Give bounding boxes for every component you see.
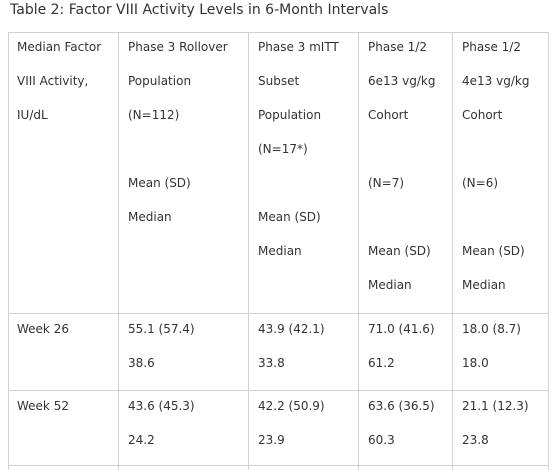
cell-text: 21.1 (12.3) <box>462 399 529 413</box>
table-title: Table 2: Factor VIII Activity Levels in … <box>10 2 389 18</box>
cell-text: 18.0 <box>462 356 489 370</box>
cell-text: 61.2 <box>368 356 395 370</box>
cell-text: 23.9 <box>258 433 285 447</box>
table-border <box>8 390 549 391</box>
header-text: Phase 1/2 <box>462 40 521 54</box>
header-text: 6e13 vg/kg <box>368 74 436 88</box>
cell-text: 63.6 (36.5) <box>368 399 435 413</box>
header-text: Population <box>258 108 322 122</box>
header-text: Median <box>258 244 302 258</box>
header-text: Cohort <box>368 108 409 122</box>
header-text: Mean (SD) <box>128 176 191 190</box>
cell-text: 18.0 (8.7) <box>462 322 521 336</box>
cell-text: 43.9 (42.1) <box>258 322 325 336</box>
header-text: Median Factor <box>17 40 102 54</box>
header-text: (N=17*) <box>258 142 308 156</box>
header-text: Phase 3 mITT <box>258 40 339 54</box>
header-text: IU/dL <box>17 108 48 122</box>
header-text: Median <box>462 278 506 292</box>
header-text: (N=112) <box>128 108 180 122</box>
header-text: 4e13 vg/kg <box>462 74 530 88</box>
header-text: Mean (SD) <box>462 244 525 258</box>
header-text: Median <box>368 278 412 292</box>
cell-text: 55.1 (57.4) <box>128 322 195 336</box>
cell-text: 60.3 <box>368 433 395 447</box>
header-text: VIII Activity, <box>17 74 89 88</box>
header-text: Mean (SD) <box>368 244 431 258</box>
row-label: Week 52 <box>17 399 69 413</box>
header-text: (N=7) <box>368 176 405 190</box>
table-border <box>8 32 549 33</box>
table-border <box>452 32 453 470</box>
cell-text: 42.2 (50.9) <box>258 399 325 413</box>
cell-text: 38.6 <box>128 356 155 370</box>
header-text: Subset <box>258 74 300 88</box>
table-border <box>8 313 549 314</box>
cell-text: 71.0 (41.6) <box>368 322 435 336</box>
table-border <box>248 32 249 470</box>
cell-text: 43.6 (45.3) <box>128 399 195 413</box>
header-text: (N=6) <box>462 176 499 190</box>
table-border <box>118 32 119 470</box>
table-border <box>8 32 9 470</box>
table-border <box>548 32 549 470</box>
header-text: Median <box>128 210 172 224</box>
header-text: Mean (SD) <box>258 210 321 224</box>
header-text: Population <box>128 74 192 88</box>
cell-text: 23.8 <box>462 433 489 447</box>
table-border <box>358 32 359 470</box>
header-text: Phase 3 Rollover <box>128 40 228 54</box>
cell-text: 33.8 <box>258 356 285 370</box>
row-label: Week 26 <box>17 322 69 336</box>
header-text: Phase 1/2 <box>368 40 427 54</box>
cell-text: 24.2 <box>128 433 155 447</box>
table-border <box>8 465 549 466</box>
header-text: Cohort <box>462 108 503 122</box>
